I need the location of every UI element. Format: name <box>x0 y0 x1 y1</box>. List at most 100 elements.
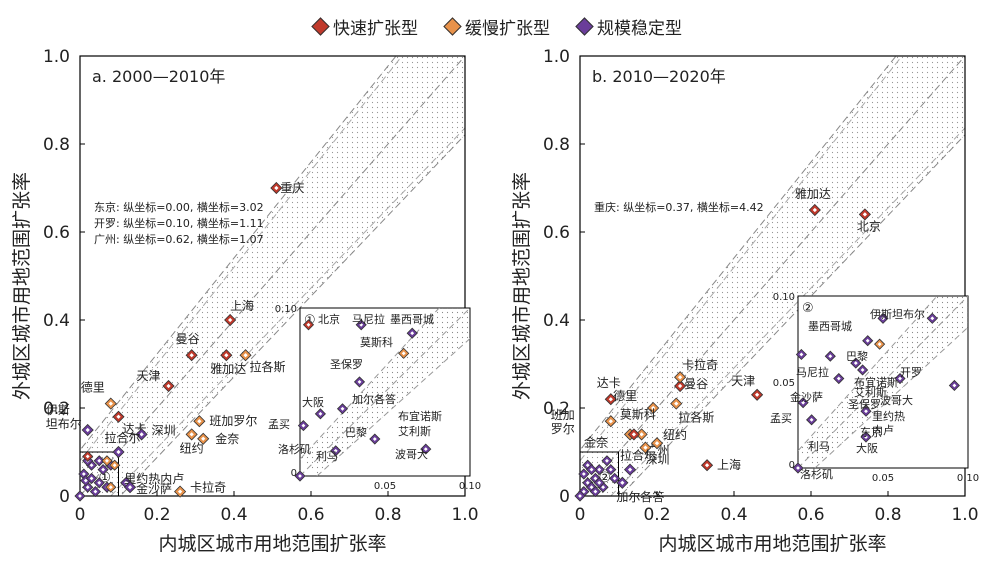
panel-a-inset-point-label: 利马 <box>316 450 338 463</box>
panel-b-point <box>858 208 871 221</box>
panel-b-point-label: 达卡 <box>597 376 621 390</box>
panel-a-cluster-point-core <box>97 480 102 485</box>
panel-a-inset-point-core <box>306 322 311 327</box>
legend: 快速扩张型 缓慢扩张型 规模稳定型 <box>0 14 996 39</box>
panel-a-inset-point-core <box>340 406 345 411</box>
panel-b-cluster-point-core <box>585 480 590 485</box>
panel-a-point <box>174 485 187 498</box>
panel-b-point <box>604 393 617 406</box>
panel-b-xtick-label: 0.6 <box>797 505 824 525</box>
panel-b-inset-point-label: 马尼拉 <box>796 365 829 379</box>
panel-b-point <box>627 428 640 441</box>
legend-label-slow: 缓慢扩张型 <box>465 19 550 39</box>
panel-a-xtick-label: 0.6 <box>297 505 324 525</box>
panel-b-cluster-point-core <box>589 485 594 490</box>
panel-b-point-label: 雅加达 <box>795 186 831 201</box>
panel-a-inset-tick: 0.10 <box>275 304 297 315</box>
panel-a-inset-band-line <box>300 308 470 476</box>
panel-a-cluster-point-core <box>108 485 113 490</box>
panel-b-point-core <box>631 432 637 437</box>
panel-b-point-label: 深圳 <box>645 453 669 467</box>
panel-a-inset-point <box>330 445 342 457</box>
panel-a-point-core <box>127 485 133 490</box>
panel-b-inset-point <box>833 372 845 385</box>
panel-a-point-label: 曼谷 <box>176 332 200 346</box>
panel-b-inset-point-label: 金沙萨 <box>790 390 823 404</box>
panel-a-point <box>135 428 148 441</box>
panel-a-inset-point <box>314 408 326 420</box>
panel-b-inset-band-line <box>798 296 968 468</box>
panel-b-inset-point-core <box>853 361 858 366</box>
panel-b-point-core <box>651 405 656 411</box>
panel-a-cluster-point-core <box>85 485 90 490</box>
panel-a-cluster-point-core <box>97 458 102 463</box>
panel-b-cluster-point-core <box>581 489 586 494</box>
panel-b-inset-point-label: 圣保罗 <box>848 397 881 411</box>
panel-b-inset-point-core <box>809 417 814 422</box>
panel-a-cluster-point <box>109 459 121 471</box>
panel-a-cluster-point <box>101 455 113 467</box>
panel-a-point <box>270 181 283 195</box>
panel-a-point <box>104 397 117 410</box>
panel-a-cluster-point-core <box>85 454 90 459</box>
panel-a-point <box>123 481 137 494</box>
panel-b-cluster-point-core <box>601 485 606 490</box>
panel-a-inset-point-core <box>298 474 302 478</box>
panel-a-band-line <box>110 127 465 496</box>
panel-b-cluster-point <box>593 464 605 476</box>
panel-a-point-label: 深圳 <box>152 423 176 437</box>
panel-b-inset-point-label: 布宜诺斯 <box>854 375 898 389</box>
panel-a-inset-point-label: 墨西哥城 <box>390 313 434 326</box>
panel-b-inset-point-core <box>930 316 935 321</box>
panel-a-point-label: 天津 <box>137 369 161 383</box>
panel-a-inset-point <box>398 347 410 359</box>
panel-a-point-label: 雅加达 <box>210 361 246 376</box>
panel-a-point <box>112 410 125 423</box>
panel-b-point-label: 北京 <box>857 219 881 233</box>
panel-b-inset-point-label: 墨西哥城 <box>808 320 852 333</box>
panel-b-point <box>674 379 687 393</box>
panel-b-inset-tick: 0.10 <box>773 292 795 303</box>
panel-b-point-core <box>643 445 648 450</box>
panel-a-xlabel: 内城区城市用地范围扩张率 <box>158 533 386 555</box>
panel-b-inset-point <box>806 414 818 426</box>
panel-b-ytick-label: 1.0 <box>543 47 570 67</box>
panel-b-band-line <box>580 56 897 451</box>
panel-a-inset-point-core <box>410 331 415 336</box>
panel-b-cluster-point-core <box>593 489 598 494</box>
panel-b-inset-point-label: 洛杉矶 <box>800 467 833 481</box>
panel-a-frame <box>79 55 466 497</box>
panel-a-cluster-point-core <box>105 458 109 463</box>
panel-a-point-core <box>116 449 121 455</box>
panel-b-point-label: 罗尔 <box>551 421 575 436</box>
panel-a-inset-point-core <box>301 423 306 428</box>
panel-a-cluster-point-core <box>89 476 94 481</box>
panel-a-point-core <box>189 432 194 437</box>
panel-b-inset-point <box>874 338 886 350</box>
panel-a-point-label: 上海 <box>230 298 254 313</box>
panel-b-inset-point-label: 开罗 <box>900 366 922 379</box>
panel-a-point-label: 金沙萨 <box>136 481 172 496</box>
panel-b-inset-point-core <box>799 352 804 357</box>
panel-a-inset-band-fill <box>300 308 470 476</box>
panel-b-xtick-label: 0.2 <box>643 505 670 525</box>
panel-b-inset-point-label: 波哥大 <box>880 393 913 407</box>
panel-a-inset-band-line <box>300 308 440 460</box>
panel-a-point <box>220 349 233 362</box>
panel-b-note: 重庆: 纵坐标=0.37, 横坐标=4.42 <box>594 200 764 214</box>
panel-a-point <box>185 428 198 441</box>
panel-a-cluster-point-core <box>78 494 82 498</box>
panel-b-cluster-point-core <box>593 476 598 481</box>
panel-a-band-line <box>119 134 465 496</box>
panel-a-inset-point-core <box>423 447 428 452</box>
panel-a-inset-tick: 0.05 <box>374 481 396 492</box>
panel-b-inset-tick: 0 <box>789 460 795 471</box>
panel-a-inset-band-line <box>316 337 470 476</box>
panel-a-point-core <box>166 383 171 389</box>
panel-b-inset-point <box>795 348 807 361</box>
panel-b-point-core <box>639 432 644 437</box>
panel-a-point-label: 德里 <box>81 380 105 395</box>
panel-a-point-label: 拉各斯 <box>250 359 286 374</box>
panel-b-point-label: 拉合尔 <box>620 448 656 463</box>
